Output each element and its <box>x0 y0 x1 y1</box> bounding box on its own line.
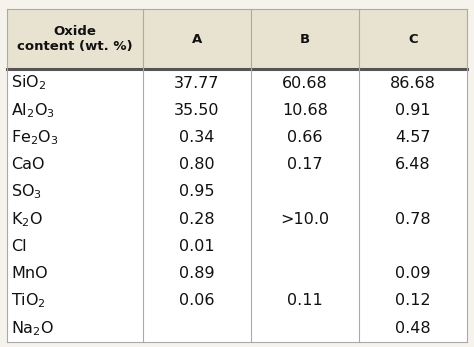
Text: SiO$_2$: SiO$_2$ <box>11 74 46 92</box>
Text: 0.09: 0.09 <box>395 266 430 281</box>
Text: 0.12: 0.12 <box>395 294 431 308</box>
Text: 37.77: 37.77 <box>174 76 219 91</box>
Text: SO$_3$: SO$_3$ <box>11 183 42 201</box>
Text: 10.68: 10.68 <box>282 103 328 118</box>
Text: MnO: MnO <box>11 266 47 281</box>
Text: >10.0: >10.0 <box>280 212 329 227</box>
Text: 0.95: 0.95 <box>179 185 215 200</box>
Text: Fe$_2$O$_3$: Fe$_2$O$_3$ <box>11 128 59 147</box>
Text: 0.80: 0.80 <box>179 157 215 172</box>
Text: 0.06: 0.06 <box>179 294 215 308</box>
Text: Al$_2$O$_3$: Al$_2$O$_3$ <box>11 101 55 120</box>
Text: 0.28: 0.28 <box>179 212 215 227</box>
Text: Cl: Cl <box>11 239 27 254</box>
Text: 35.50: 35.50 <box>174 103 219 118</box>
Text: TiO$_2$: TiO$_2$ <box>11 291 46 310</box>
Text: 4.57: 4.57 <box>395 130 430 145</box>
Text: Oxide
content (wt. %): Oxide content (wt. %) <box>17 25 133 53</box>
Text: B: B <box>300 33 310 45</box>
Text: 0.34: 0.34 <box>179 130 214 145</box>
Text: A: A <box>191 33 202 45</box>
Text: 0.48: 0.48 <box>395 321 431 336</box>
Text: 60.68: 60.68 <box>282 76 328 91</box>
Text: 0.01: 0.01 <box>179 239 215 254</box>
Text: C: C <box>408 33 418 45</box>
Text: K$_2$O: K$_2$O <box>11 210 43 229</box>
Text: CaO: CaO <box>11 157 45 172</box>
Text: 0.17: 0.17 <box>287 157 323 172</box>
Text: Na$_2$O: Na$_2$O <box>11 319 54 338</box>
Text: 0.89: 0.89 <box>179 266 215 281</box>
Text: 6.48: 6.48 <box>395 157 431 172</box>
Text: 0.78: 0.78 <box>395 212 431 227</box>
Text: 0.11: 0.11 <box>287 294 323 308</box>
Text: 0.91: 0.91 <box>395 103 431 118</box>
Text: 0.66: 0.66 <box>287 130 323 145</box>
Text: 86.68: 86.68 <box>390 76 436 91</box>
